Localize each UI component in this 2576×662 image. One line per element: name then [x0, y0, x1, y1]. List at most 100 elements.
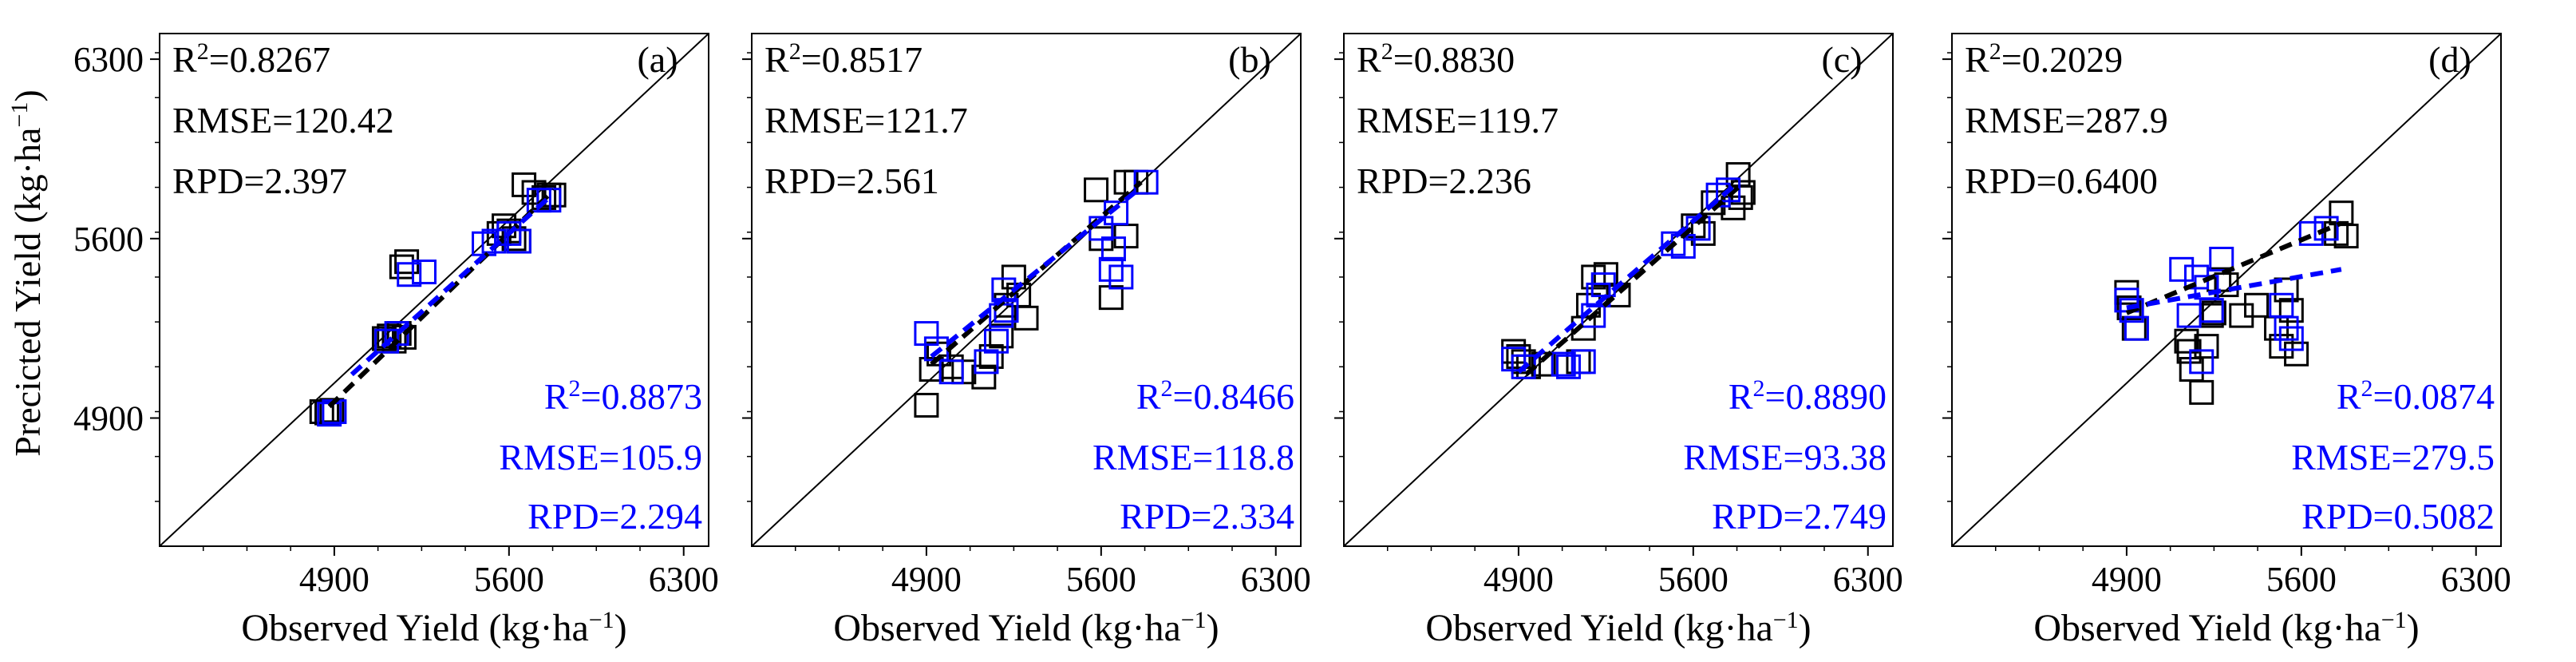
test-rmse-label: RMSE=105.9: [499, 437, 702, 478]
train-rmse-label: RMSE=119.7: [1357, 100, 1559, 141]
train-r2-label: R2=0.2029: [1965, 38, 2123, 80]
point-test: [1108, 264, 1134, 290]
test-r2-label: R2=0.8873: [544, 375, 702, 417]
point-test: [2169, 256, 2195, 282]
train-r2-label: R2=0.8517: [765, 38, 923, 80]
point-train: [2333, 224, 2359, 249]
point-test: [411, 260, 437, 285]
x-tick-label: 5600: [1658, 560, 1729, 599]
point-test: [983, 328, 1009, 354]
point-test: [2209, 246, 2234, 272]
x-tick-label: 6300: [1833, 560, 1903, 599]
x-tick-label: 6300: [2441, 560, 2511, 599]
y-tick-label: 4900: [73, 399, 144, 438]
panel-label: (c): [1821, 39, 1862, 80]
point-test: [2119, 298, 2144, 323]
y-axis-label: Precicted Yield (kg·ha−1): [6, 89, 48, 456]
x-tick-label: 4900: [1484, 560, 1554, 599]
point-test: [1555, 354, 1581, 379]
x-axis-label: Observed Yield (kg·ha−1): [1425, 607, 1811, 649]
test-rpd-label: RPD=2.294: [527, 496, 702, 537]
point-train: [971, 364, 997, 390]
point-train: [919, 357, 944, 383]
point-train: [2284, 341, 2309, 367]
x-tick-label: 4900: [891, 560, 962, 599]
train-rmse-label: RMSE=287.9: [1965, 100, 2168, 141]
x-tick-label: 4900: [2092, 560, 2162, 599]
point-test: [1100, 236, 1126, 262]
train-r2-label: R2=0.8830: [1357, 38, 1515, 80]
point-train: [1113, 224, 1139, 249]
panel-c: 4900 5600 6300 R2=0.8830 RMSE=119.7 RPD=2.236…: [1334, 33, 1903, 649]
point-test: [1716, 177, 1741, 203]
x-axis-label: Observed Yield (kg·ha−1): [2033, 607, 2419, 649]
point-test: [397, 262, 422, 287]
point-train: [2329, 200, 2354, 226]
point-train: [2116, 295, 2142, 320]
train-fit-line: [930, 180, 1143, 367]
point-train: [2274, 277, 2299, 303]
identity-line: [160, 34, 709, 546]
test-rmse-label: RMSE=279.5: [2291, 437, 2495, 478]
x-tick-label: 4900: [299, 560, 369, 599]
test-r2-label: R2=0.0874: [2337, 375, 2495, 417]
point-train: [1098, 285, 1124, 311]
panel-b: 4900 5600 6300 R2=0.8517 RMSE=121.7 RPD=2.561…: [742, 33, 1311, 649]
test-rpd-label: RPD=0.5082: [2301, 496, 2495, 537]
panel-d: 4900 5600 6300 R2=0.2029 RMSE=287.9 RPD=0.640…: [1942, 33, 2511, 649]
test-r2-label: R2=0.8890: [1729, 375, 1887, 417]
panel-a: 4900 5600 6300 4900 5600 6300 R2=0.8267 RMSE=12…: [73, 33, 719, 649]
point-train: [389, 254, 414, 279]
plot-frame: [1951, 33, 2502, 547]
test-r2-label: R2=0.8466: [1136, 375, 1294, 417]
point-train: [2244, 292, 2270, 318]
x-tick-label: 5600: [1066, 560, 1136, 599]
x-axis-label: Observed Yield (kg·ha−1): [833, 607, 1219, 649]
test-rpd-label: RPD=2.334: [1120, 496, 1294, 537]
point-train: [926, 341, 952, 367]
panel-label: (b): [1228, 39, 1271, 80]
train-rpd-label: RPD=0.6400: [1965, 161, 2158, 201]
train-rpd-label: RPD=2.236: [1357, 161, 1531, 201]
train-r2-label: R2=0.8267: [172, 38, 330, 80]
point-train: [914, 392, 939, 418]
point-test: [2176, 303, 2202, 328]
point-test: [1551, 351, 1576, 377]
y-tick-label: 5600: [73, 220, 144, 259]
test-fit-line: [1516, 180, 1740, 374]
point-test: [506, 228, 531, 254]
point-test: [481, 228, 507, 254]
point-test: [2199, 298, 2224, 323]
train-fit-line: [2125, 220, 2343, 315]
point-test: [1570, 349, 1596, 375]
x-tick-label: 5600: [2266, 560, 2337, 599]
train-fit-line: [327, 188, 556, 409]
point-train: [2201, 300, 2226, 326]
point-train: [1084, 177, 1109, 203]
test-fit-line: [350, 196, 551, 377]
point-test: [1133, 169, 1159, 195]
point-test: [938, 359, 964, 385]
point-test: [2124, 315, 2149, 341]
point-test: [317, 402, 342, 427]
y-tick-label: 6300: [73, 40, 144, 79]
x-tick-label: 5600: [474, 560, 544, 599]
train-rmse-label: RMSE=121.7: [765, 100, 968, 141]
train-rmse-label: RMSE=120.42: [172, 100, 394, 141]
point-test: [536, 188, 562, 213]
x-tick-label: 6300: [649, 560, 719, 599]
point-train: [319, 398, 345, 423]
point-test: [2278, 326, 2304, 351]
x-tick-label: 6300: [1241, 560, 1311, 599]
x-axis-label: Observed Yield (kg·ha−1): [241, 607, 626, 649]
point-test: [2189, 349, 2214, 375]
point-train: [978, 343, 1004, 369]
train-rpd-label: RPD=2.561: [765, 161, 939, 201]
train-fit-line: [1524, 185, 1740, 377]
test-rmse-label: RMSE=118.8: [1092, 437, 1294, 478]
point-test: [2313, 216, 2339, 241]
panel-label: (a): [637, 39, 678, 80]
plot-frame: [751, 33, 1302, 547]
plot-frame: [1343, 33, 1894, 547]
